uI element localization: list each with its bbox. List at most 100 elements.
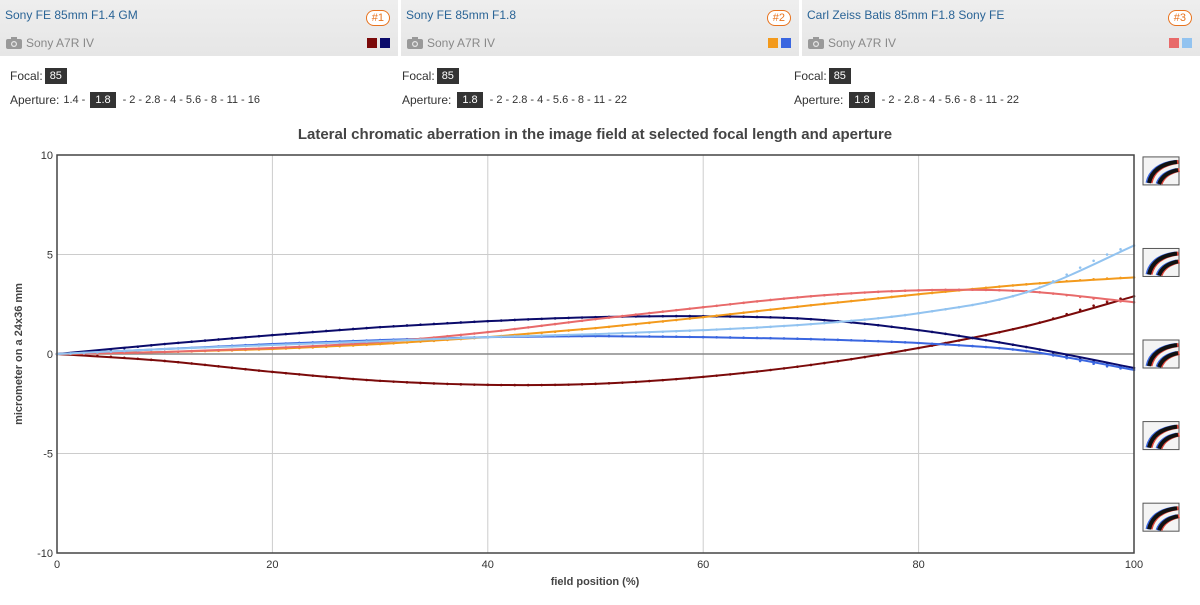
focal-row: Focal: 85 bbox=[402, 64, 627, 88]
data-point bbox=[984, 345, 988, 349]
data-point bbox=[405, 341, 409, 344]
data-point bbox=[123, 356, 126, 360]
data-point bbox=[1092, 259, 1095, 263]
focal-label: Focal: bbox=[402, 69, 435, 83]
data-point bbox=[499, 329, 503, 332]
aperture-option[interactable]: 5.6 bbox=[185, 94, 202, 106]
data-point bbox=[755, 336, 759, 340]
aperture-option[interactable]: 2.8 bbox=[145, 94, 161, 106]
aperture-option[interactable]: 2.8 bbox=[904, 94, 920, 106]
data-point bbox=[392, 380, 395, 383]
focal-value[interactable]: 85 bbox=[44, 68, 67, 84]
data-point bbox=[661, 378, 665, 382]
data-point bbox=[674, 308, 678, 312]
data-point bbox=[298, 331, 301, 335]
data-point bbox=[553, 383, 557, 387]
data-point bbox=[446, 382, 449, 386]
data-point bbox=[796, 337, 799, 341]
aperture-option[interactable]: 4 bbox=[929, 94, 936, 106]
data-point bbox=[324, 341, 328, 345]
data-point bbox=[1105, 300, 1109, 304]
series-2 bbox=[55, 314, 1136, 370]
data-point bbox=[553, 317, 557, 320]
aperture-option[interactable]: 2 bbox=[496, 94, 503, 106]
aperture-option[interactable]: 1.8 bbox=[90, 92, 116, 108]
data-point bbox=[378, 325, 382, 329]
lens-header-2[interactable]: Sony FE 85mm F1.8 #2 Sony A7R IV bbox=[401, 0, 799, 56]
data-point bbox=[607, 332, 611, 335]
data-point bbox=[634, 322, 638, 326]
aperture-option[interactable]: 8 bbox=[210, 94, 217, 106]
data-point bbox=[796, 323, 799, 327]
y-tick-label: 5 bbox=[47, 250, 53, 262]
icon-stroke bbox=[1157, 514, 1179, 531]
color-swatch bbox=[1169, 38, 1179, 48]
aperture-option[interactable]: 4 bbox=[170, 94, 177, 106]
data-point bbox=[1119, 300, 1122, 303]
aperture-option[interactable]: 1.4 bbox=[63, 94, 79, 106]
focal-value[interactable]: 85 bbox=[828, 68, 851, 84]
data-point bbox=[1065, 356, 1068, 360]
data-point bbox=[526, 332, 530, 336]
aperture-option[interactable]: 1.8 bbox=[849, 92, 875, 108]
data-point bbox=[971, 303, 974, 307]
data-point bbox=[648, 314, 651, 318]
data-point bbox=[324, 344, 328, 347]
lens-header-1[interactable]: Sony FE 85mm F1.4 GM #1 Sony A7R IV bbox=[0, 0, 398, 56]
lens-name[interactable]: Sony FE 85mm F1.8 bbox=[406, 8, 517, 22]
data-point bbox=[365, 340, 368, 343]
lens-name[interactable]: Sony FE 85mm F1.4 GM bbox=[5, 8, 138, 22]
data-point bbox=[701, 328, 705, 332]
data-point bbox=[123, 351, 126, 355]
aperture-option[interactable]: 2 bbox=[888, 94, 895, 106]
aperture-option[interactable]: 2.8 bbox=[512, 94, 528, 106]
aperture-option[interactable]: 5.6 bbox=[552, 94, 569, 106]
camera-name: Sony A7R IV bbox=[828, 36, 897, 50]
data-point bbox=[351, 327, 355, 331]
aperture-options: 1.8-2-2.8-4-5.6-8-11-22 bbox=[455, 92, 627, 108]
aperture-separator: - bbox=[546, 94, 550, 106]
icon-stroke bbox=[1147, 506, 1178, 530]
aperture-option[interactable]: 22 bbox=[614, 94, 627, 106]
aperture-separator: - bbox=[963, 94, 967, 106]
aperture-option[interactable]: 16 bbox=[247, 94, 260, 106]
aperture-option[interactable]: 11 bbox=[985, 94, 998, 106]
data-point bbox=[998, 341, 1001, 344]
aperture-separator: - bbox=[138, 94, 143, 106]
data-point bbox=[1025, 349, 1028, 353]
data-point bbox=[849, 292, 853, 295]
data-point bbox=[849, 319, 853, 323]
aperture-option[interactable]: 4 bbox=[537, 94, 544, 106]
data-point bbox=[473, 336, 476, 339]
focal-value[interactable]: 85 bbox=[436, 68, 459, 84]
data-point bbox=[1038, 348, 1042, 351]
data-point bbox=[432, 337, 436, 341]
data-point bbox=[284, 346, 288, 349]
data-point bbox=[728, 312, 732, 316]
data-point bbox=[621, 331, 624, 335]
data-point bbox=[594, 326, 597, 330]
data-point bbox=[755, 326, 759, 329]
data-point bbox=[1078, 295, 1082, 299]
data-point bbox=[351, 340, 355, 344]
data-point bbox=[1105, 364, 1109, 368]
data-point bbox=[540, 331, 543, 335]
data-point bbox=[634, 313, 638, 316]
data-point bbox=[876, 353, 880, 357]
aperture-option[interactable]: 1.8 bbox=[457, 92, 483, 108]
aperture-option[interactable]: 2 bbox=[129, 94, 136, 106]
lens-header-3[interactable]: Carl Zeiss Batis 85mm F1.8 Sony FE #3 So… bbox=[802, 0, 1200, 56]
aperture-option[interactable]: 22 bbox=[1006, 94, 1019, 106]
data-point bbox=[378, 379, 382, 383]
aperture-option[interactable]: 11 bbox=[226, 94, 239, 106]
data-point bbox=[715, 328, 718, 331]
data-point bbox=[392, 324, 395, 328]
aperture-option[interactable]: 8 bbox=[969, 94, 976, 106]
color-swatch bbox=[768, 38, 778, 48]
aperture-option[interactable]: 8 bbox=[577, 94, 584, 106]
aperture-option[interactable]: 11 bbox=[593, 94, 606, 106]
lens-name[interactable]: Carl Zeiss Batis 85mm F1.8 Sony FE bbox=[807, 8, 1005, 22]
data-point bbox=[890, 325, 893, 329]
data-point bbox=[782, 324, 786, 328]
aperture-option[interactable]: 5.6 bbox=[944, 94, 961, 106]
